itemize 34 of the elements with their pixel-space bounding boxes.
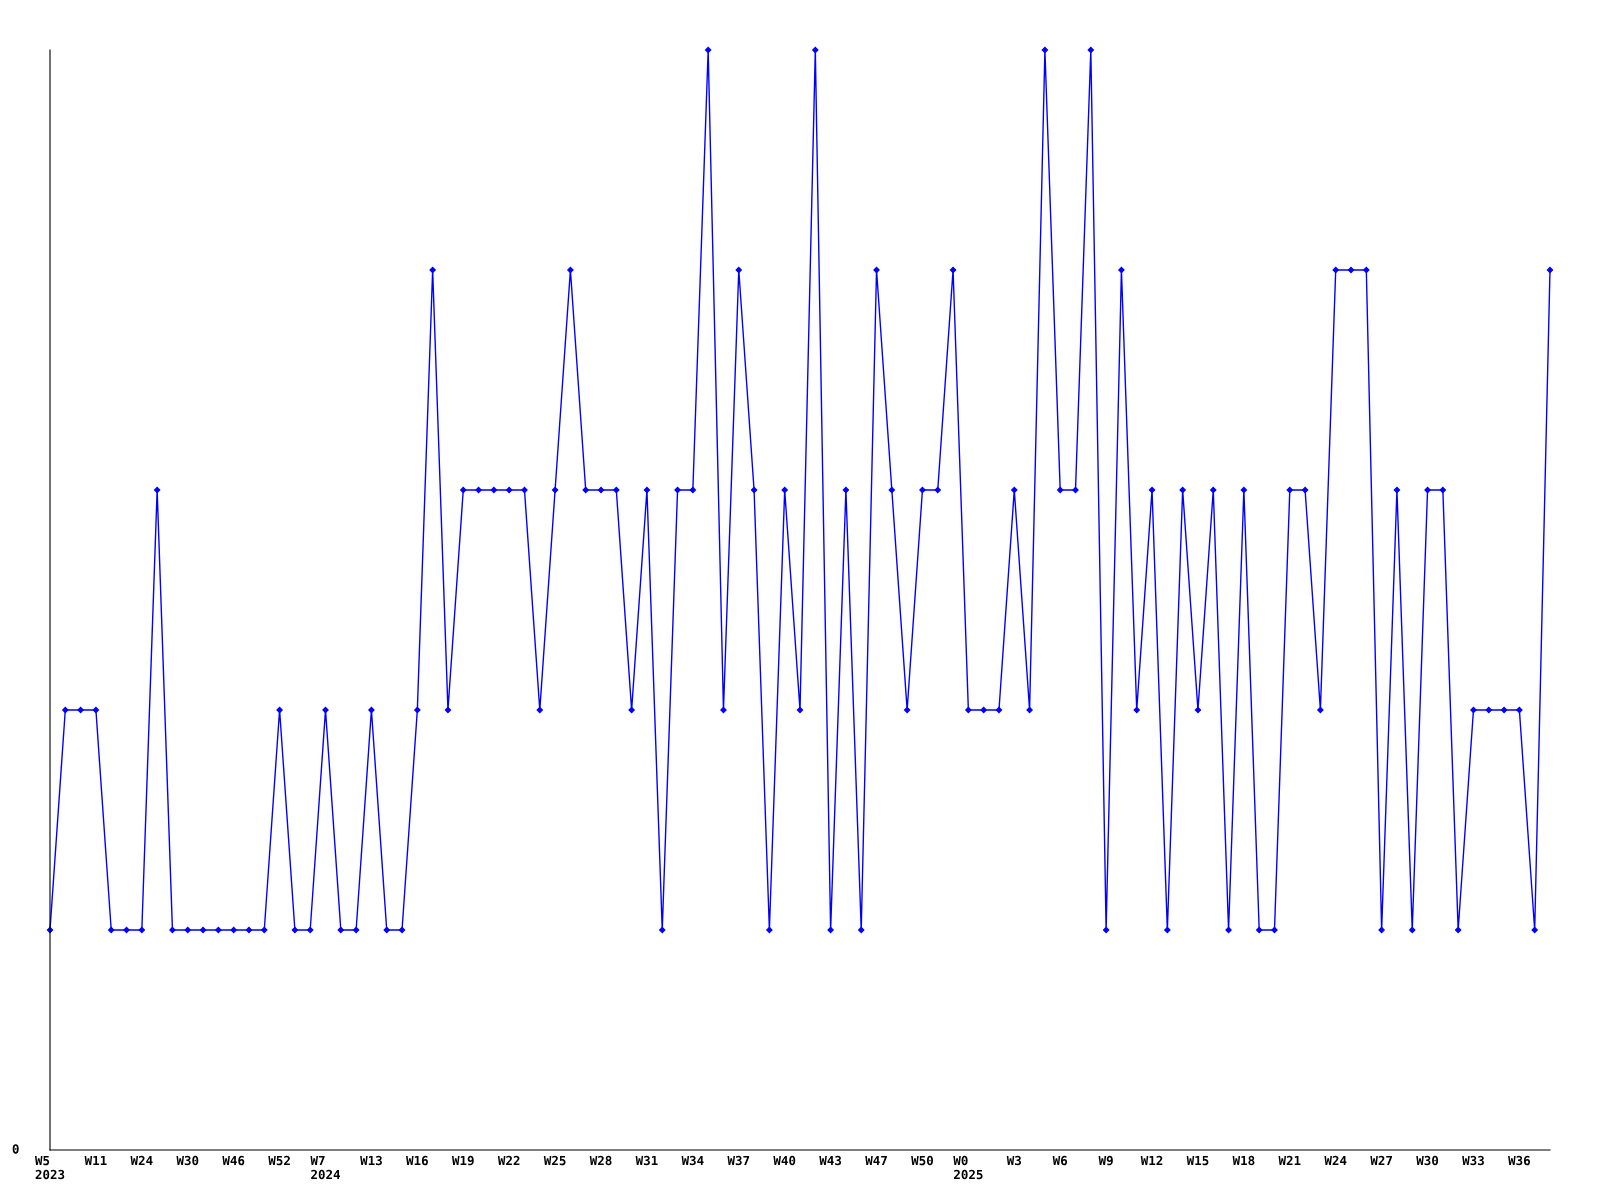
x-tick-label: W25 — [543, 1155, 566, 1166]
x-tick-label: W6 — [1052, 1155, 1068, 1166]
x-tick-label: W12 — [1140, 1155, 1163, 1166]
x-tick-label: W19 — [451, 1155, 474, 1166]
x-tick-label: W11 — [84, 1155, 107, 1166]
x-tick-label: W43 — [819, 1155, 842, 1166]
x-tick-label: W52 — [268, 1155, 290, 1166]
x-tick-label: W37 — [727, 1155, 750, 1166]
x-tick-label: W27 — [1370, 1155, 1392, 1166]
x-tick-label: W40 — [773, 1155, 796, 1166]
x-tick-label: W3 — [1006, 1155, 1021, 1166]
x-tick-label: W30 — [1416, 1155, 1439, 1166]
x-tick-label: W21 — [1278, 1155, 1301, 1166]
x-tick-label: W5 2023 — [34, 1155, 65, 1180]
x-tick-label: W9 — [1098, 1155, 1113, 1166]
x-tick-label: W34 — [681, 1155, 704, 1166]
x-tick-label: W22 — [497, 1155, 520, 1166]
x-tick-label: W0 2025 — [953, 1155, 983, 1180]
x-tick-label: W33 — [1462, 1155, 1484, 1166]
x-tick-label: W31 — [635, 1155, 658, 1166]
x-tick-label: W28 — [589, 1155, 612, 1166]
x-tick-label: W24 — [1324, 1155, 1347, 1166]
x-tick-label: W46 — [222, 1155, 245, 1166]
x-tick-label: W24 — [130, 1155, 153, 1166]
x-tick-label: W47 — [865, 1155, 887, 1166]
x-tick-label: W13 — [360, 1155, 382, 1166]
x-tick-label: W18 — [1232, 1155, 1255, 1166]
text: 0 — [12, 1144, 19, 1154]
x-tick-label: W50 — [911, 1155, 933, 1166]
x-tick-label: W16 — [406, 1155, 428, 1166]
x-tick-label: W7 2024 — [310, 1155, 340, 1180]
x-tick-label: W36 — [1508, 1155, 1530, 1166]
x-tick-label: W30 — [176, 1155, 199, 1166]
x-tick-label: W15 — [1186, 1155, 1209, 1166]
